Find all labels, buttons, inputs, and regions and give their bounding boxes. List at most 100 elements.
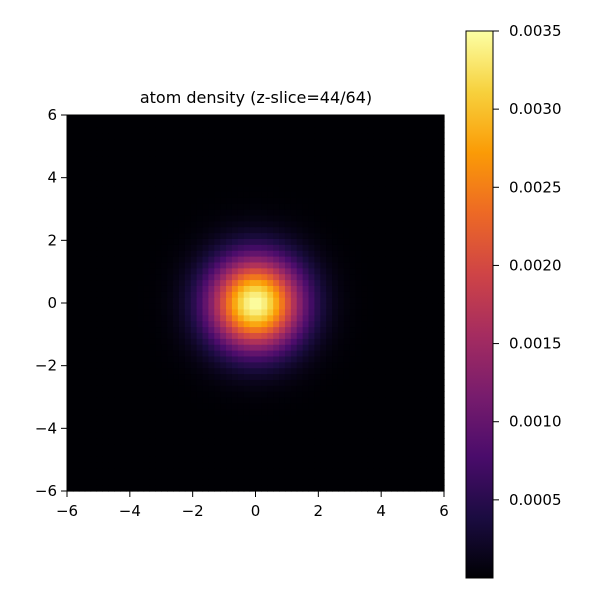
heatmap-cell	[143, 367, 151, 375]
heatmap-cell	[220, 220, 227, 228]
heatmap-cell	[308, 467, 316, 474]
heatmap-cell	[390, 402, 398, 410]
heatmap-cell	[367, 297, 374, 304]
heatmap-cell	[284, 144, 292, 151]
colorbar-tick-label: 0.0030	[509, 100, 562, 118]
heatmap-cell	[173, 285, 180, 292]
heatmap-cell	[367, 273, 374, 281]
heatmap-cell	[102, 297, 109, 304]
heatmap-cell	[408, 144, 416, 151]
heatmap-cell	[432, 156, 439, 163]
heatmap-cell	[190, 220, 198, 228]
heatmap-cell	[72, 355, 80, 363]
heatmap-cell	[343, 350, 351, 357]
heatmap-cell	[355, 420, 363, 427]
heatmap-cell	[332, 479, 339, 486]
heatmap-cell	[231, 379, 239, 386]
heatmap-cell	[302, 432, 310, 439]
heatmap-cell	[149, 303, 156, 310]
heatmap-cell	[196, 167, 204, 175]
heatmap-cell	[102, 156, 109, 163]
heatmap-cell	[308, 420, 316, 427]
heatmap-cell	[125, 191, 133, 198]
heatmap-cell	[279, 291, 286, 298]
heatmap-cell	[184, 338, 192, 345]
heatmap-cell	[214, 355, 221, 363]
heatmap-cell	[438, 203, 445, 210]
colorbar-tick-label: 0.0020	[509, 256, 562, 274]
heatmap-cell	[320, 214, 327, 222]
heatmap-cell	[72, 303, 80, 310]
heatmap-cell	[178, 273, 186, 281]
heatmap-cell	[426, 209, 433, 216]
heatmap-cell	[84, 308, 92, 316]
heatmap-cell	[84, 361, 92, 369]
heatmap-cell	[96, 361, 103, 369]
heatmap-cell	[137, 408, 145, 416]
heatmap-cell	[190, 273, 198, 281]
heatmap-cell	[255, 214, 262, 222]
heatmap-cell	[379, 256, 386, 263]
heatmap-cell	[402, 297, 410, 304]
heatmap-cell	[231, 209, 239, 216]
heatmap-cell	[279, 167, 286, 175]
heatmap-cell	[226, 226, 233, 234]
heatmap-cell	[273, 273, 280, 281]
heatmap-cell	[208, 226, 215, 234]
heatmap-cell	[237, 214, 245, 222]
heatmap-cell	[108, 402, 115, 410]
heatmap-cell	[137, 420, 145, 427]
heatmap-cell	[178, 308, 186, 316]
heatmap-cell	[302, 179, 310, 187]
heatmap-cell	[125, 179, 133, 187]
heatmap-cell	[284, 402, 292, 410]
heatmap-cell	[214, 426, 221, 433]
heatmap-cell	[184, 197, 192, 204]
heatmap-cell	[343, 197, 351, 204]
heatmap-cell	[284, 150, 292, 157]
heatmap-cell	[214, 214, 221, 222]
heatmap-cell	[120, 402, 127, 410]
heatmap-cell	[284, 308, 292, 316]
heatmap-cell	[67, 461, 74, 469]
heatmap-cell	[226, 167, 233, 175]
heatmap-cell	[284, 385, 292, 392]
heatmap-cell	[220, 120, 227, 128]
heatmap-cell	[84, 144, 92, 151]
heatmap-cell	[208, 209, 215, 216]
heatmap-cell	[114, 203, 121, 210]
heatmap-cell	[326, 455, 333, 463]
heatmap-cell	[420, 426, 427, 433]
heatmap-cell	[173, 120, 180, 128]
heatmap-cell	[332, 426, 339, 433]
heatmap-cell	[114, 144, 121, 151]
heatmap-cell	[131, 167, 139, 175]
heatmap-cell	[102, 350, 109, 357]
heatmap-cell	[420, 209, 427, 216]
heatmap-cell	[267, 367, 274, 375]
heatmap-cell	[296, 279, 304, 286]
heatmap-cell	[361, 126, 369, 134]
heatmap-cell	[214, 344, 221, 351]
heatmap-cell	[202, 355, 209, 363]
heatmap-cell	[114, 426, 121, 433]
heatmap-cell	[355, 379, 363, 386]
heatmap-cell	[438, 115, 445, 122]
heatmap-cell	[290, 361, 298, 369]
heatmap-cell	[161, 120, 168, 128]
heatmap-cell	[184, 303, 192, 310]
heatmap-cell	[279, 267, 286, 275]
heatmap-cell	[349, 250, 357, 257]
heatmap-cell	[438, 232, 445, 239]
heatmap-cell	[390, 373, 398, 380]
heatmap-cell	[72, 308, 80, 316]
heatmap-cell	[108, 426, 115, 433]
heatmap-cell	[178, 197, 186, 204]
heatmap-cell	[190, 156, 198, 163]
y-tick-label: 0	[47, 294, 57, 312]
heatmap-cell	[296, 285, 304, 292]
heatmap-cell	[226, 361, 233, 369]
heatmap-cell	[367, 250, 374, 257]
heatmap-cell	[249, 444, 257, 451]
heatmap-cell	[90, 402, 98, 410]
